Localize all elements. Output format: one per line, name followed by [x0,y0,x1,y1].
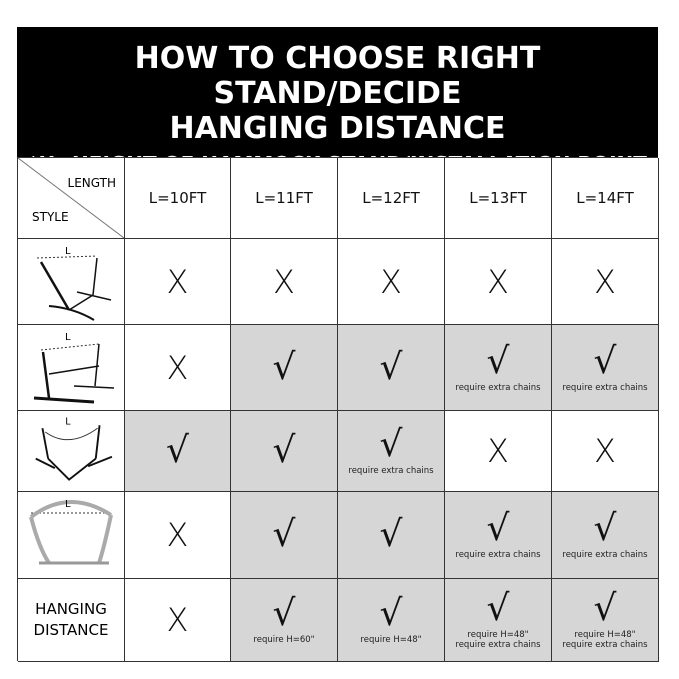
check-icon: √ [379,514,403,555]
table-cell: X [552,411,659,492]
check-icon: √ [166,430,189,471]
row-header: HANGING DISTANCE [18,579,125,662]
cross-icon: X [166,516,189,554]
column-header-label: L=10FT [148,189,207,207]
cell-note: require extra chains [562,382,648,393]
cell-note: require H=60" [253,635,315,645]
column-header-label: L=11FT [255,189,313,207]
diagonal-line [18,158,124,238]
style-label: STYLE [32,210,69,224]
table-cell: X [552,239,659,325]
length-marker: L [65,499,71,510]
check-icon: √ [272,593,296,634]
column-header-label: L=12FT [362,189,420,207]
length-marker: L [65,332,71,343]
cell-note: require extra chains [348,466,434,476]
table-cell: √ [231,411,338,492]
table-cell: X [338,239,445,325]
check-icon: √ [379,593,403,634]
arc-stand-icon: L [29,499,113,565]
check-icon: √ [272,430,296,471]
table-cell: √ [125,411,231,492]
title-line-1: HOW TO CHOOSE RIGHT STAND/DECIDE [134,41,541,111]
title-line-2: HANGING DISTANCE [169,111,506,146]
cell-note: require H=48" require extra chains [562,630,648,650]
table-cell: √ require H=48" require extra chains [552,579,659,662]
table-cell: √ require H=48" require extra chains [445,579,552,662]
cross-icon: X [487,262,509,301]
cross-icon: X [594,432,616,470]
cross-icon: X [166,262,189,301]
cross-icon: X [380,262,402,301]
cross-icon: X [594,262,616,301]
table-cell: X [125,239,231,325]
check-icon: √ [486,508,510,549]
column-header-label: L=14FT [576,189,634,207]
header-banner: HOW TO CHOOSE RIGHT STAND/DECIDE HANGING… [17,27,658,176]
check-icon: √ [379,424,403,465]
table-cell: X [125,325,231,411]
column-header: L=13FT [445,158,552,239]
row-header: L [18,325,125,411]
check-icon: √ [593,588,617,629]
comparison-table: LENGTH STYLE L=10FT L=11FT L=12FT L=13FT L=1… [17,157,659,662]
cross-icon: X [487,432,509,470]
cross-icon: X [273,262,295,301]
table-cell: X [445,239,552,325]
table-cell: √ [338,325,445,411]
cell-note: require extra chains [455,550,541,560]
column-header: L=14FT [552,158,659,239]
table-cell: X [125,579,231,662]
cross-icon: X [166,348,189,387]
check-icon: √ [593,508,617,549]
table-cell: X [445,411,552,492]
cross-icon: X [166,601,189,639]
table-cell: √ [338,492,445,579]
length-marker: L [65,246,71,257]
hanging-distance-label: HANGING DISTANCE [33,600,109,639]
table-cell: X [231,239,338,325]
table-cell: √ require extra chains [552,492,659,579]
length-label: LENGTH [67,176,116,190]
check-icon: √ [272,346,296,388]
cell-note: require extra chains [455,382,541,393]
table-cell: √ [231,492,338,579]
row-header: L [18,492,125,579]
table-cell: √ require H=60" [231,579,338,662]
table-cell: √ require extra chains [445,492,552,579]
table-cell: √ require extra chains [445,325,552,411]
stand-style-1-icon: L [36,246,112,321]
table-cell: √ require extra chains [552,325,659,411]
column-header: L=12FT [338,158,445,239]
table-cell: √ require extra chains [338,411,445,492]
cell-note: require H=48" require extra chains [455,630,541,650]
row-header: L [18,411,125,492]
stand-style-2-icon: L [33,332,115,403]
check-icon: √ [486,588,510,629]
table-cell: X [125,492,231,579]
table-cell: √ require H=48" [338,579,445,662]
corner-cell: LENGTH STYLE [18,158,125,239]
column-header: L=10FT [125,158,231,239]
cell-note: require H=48" [360,635,422,645]
length-marker: L [65,416,71,427]
stand-style-3-icon: L [35,416,113,481]
column-header: L=11FT [231,158,338,239]
column-header-label: L=13FT [469,189,527,207]
check-icon: √ [272,514,296,555]
cell-note: require extra chains [562,550,648,560]
check-icon: √ [486,340,510,382]
check-icon: √ [593,340,617,382]
check-icon: √ [379,346,403,388]
row-header: L [18,239,125,325]
table-cell: √ [231,325,338,411]
